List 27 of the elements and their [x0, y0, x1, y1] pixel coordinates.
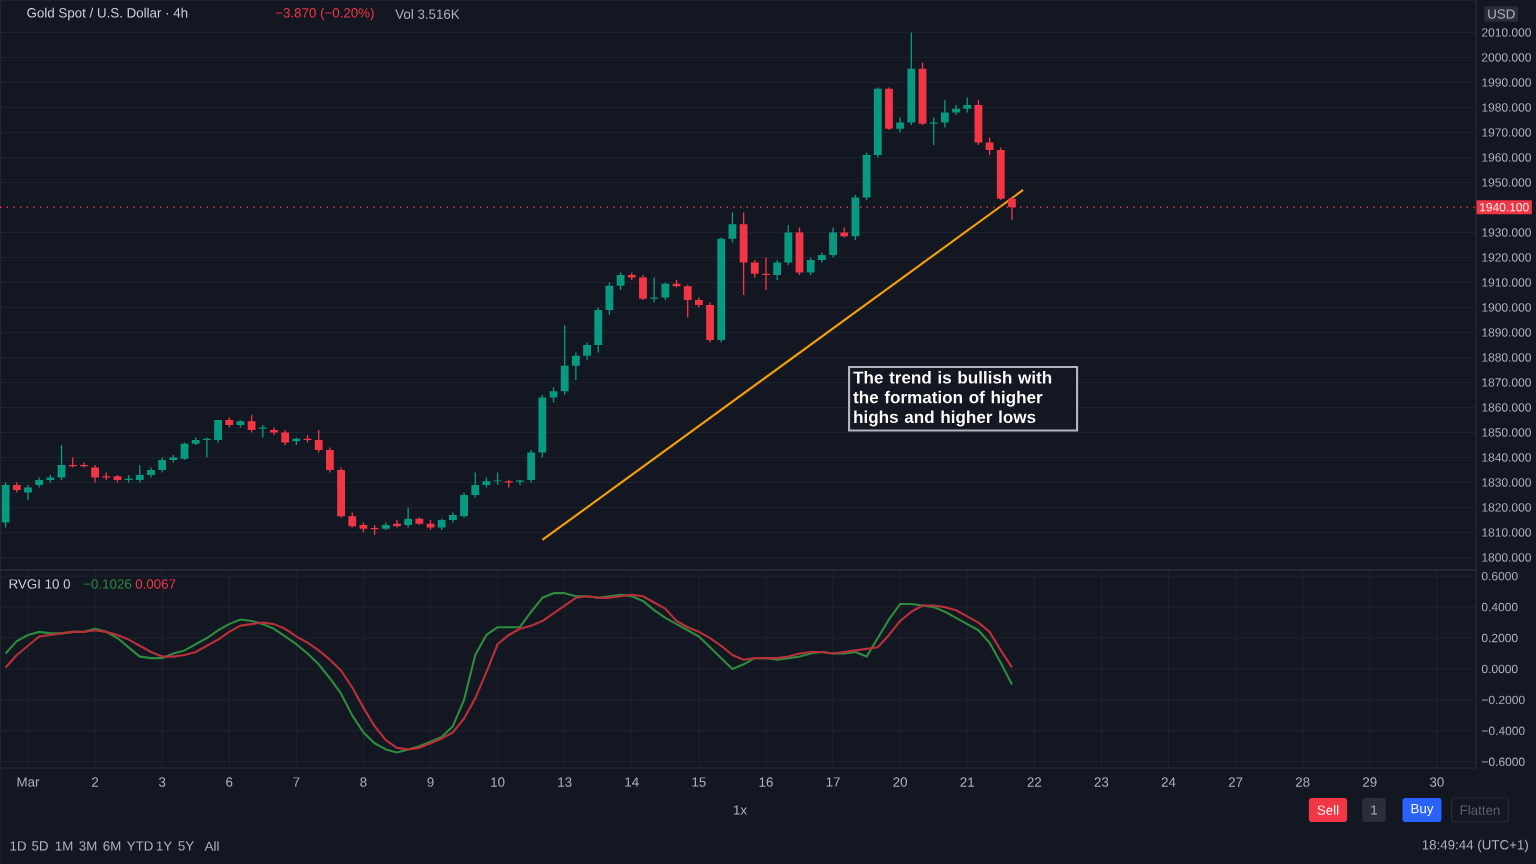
candlestick — [650, 276, 659, 304]
candlestick — [527, 449, 536, 484]
candlestick — [784, 224, 793, 266]
candlestick — [940, 99, 949, 129]
candlestick — [829, 226, 837, 259]
candlestick — [571, 351, 580, 381]
candlestick — [325, 446, 334, 474]
annotation: The trend is bullish with the formation of higher highs and higher lows — [853, 371, 1052, 427]
candlestick — [862, 151, 871, 201]
candlestick — [314, 429, 323, 454]
candlestick — [974, 99, 983, 146]
candlestick — [1, 481, 10, 529]
candlestick — [929, 116, 938, 146]
candlestick — [560, 324, 569, 396]
candlestick — [337, 466, 345, 519]
candlestick — [404, 506, 413, 529]
candlestick — [885, 86, 893, 131]
candlestick — [706, 301, 714, 344]
candlestick — [728, 211, 737, 244]
candlestick — [683, 284, 692, 319]
candlestick — [594, 306, 603, 354]
candlestick — [24, 484, 32, 501]
candlestick — [851, 194, 860, 241]
candlestick — [639, 274, 647, 301]
candlestick — [471, 471, 480, 499]
candlestick — [773, 259, 782, 281]
candlestick — [739, 211, 748, 296]
